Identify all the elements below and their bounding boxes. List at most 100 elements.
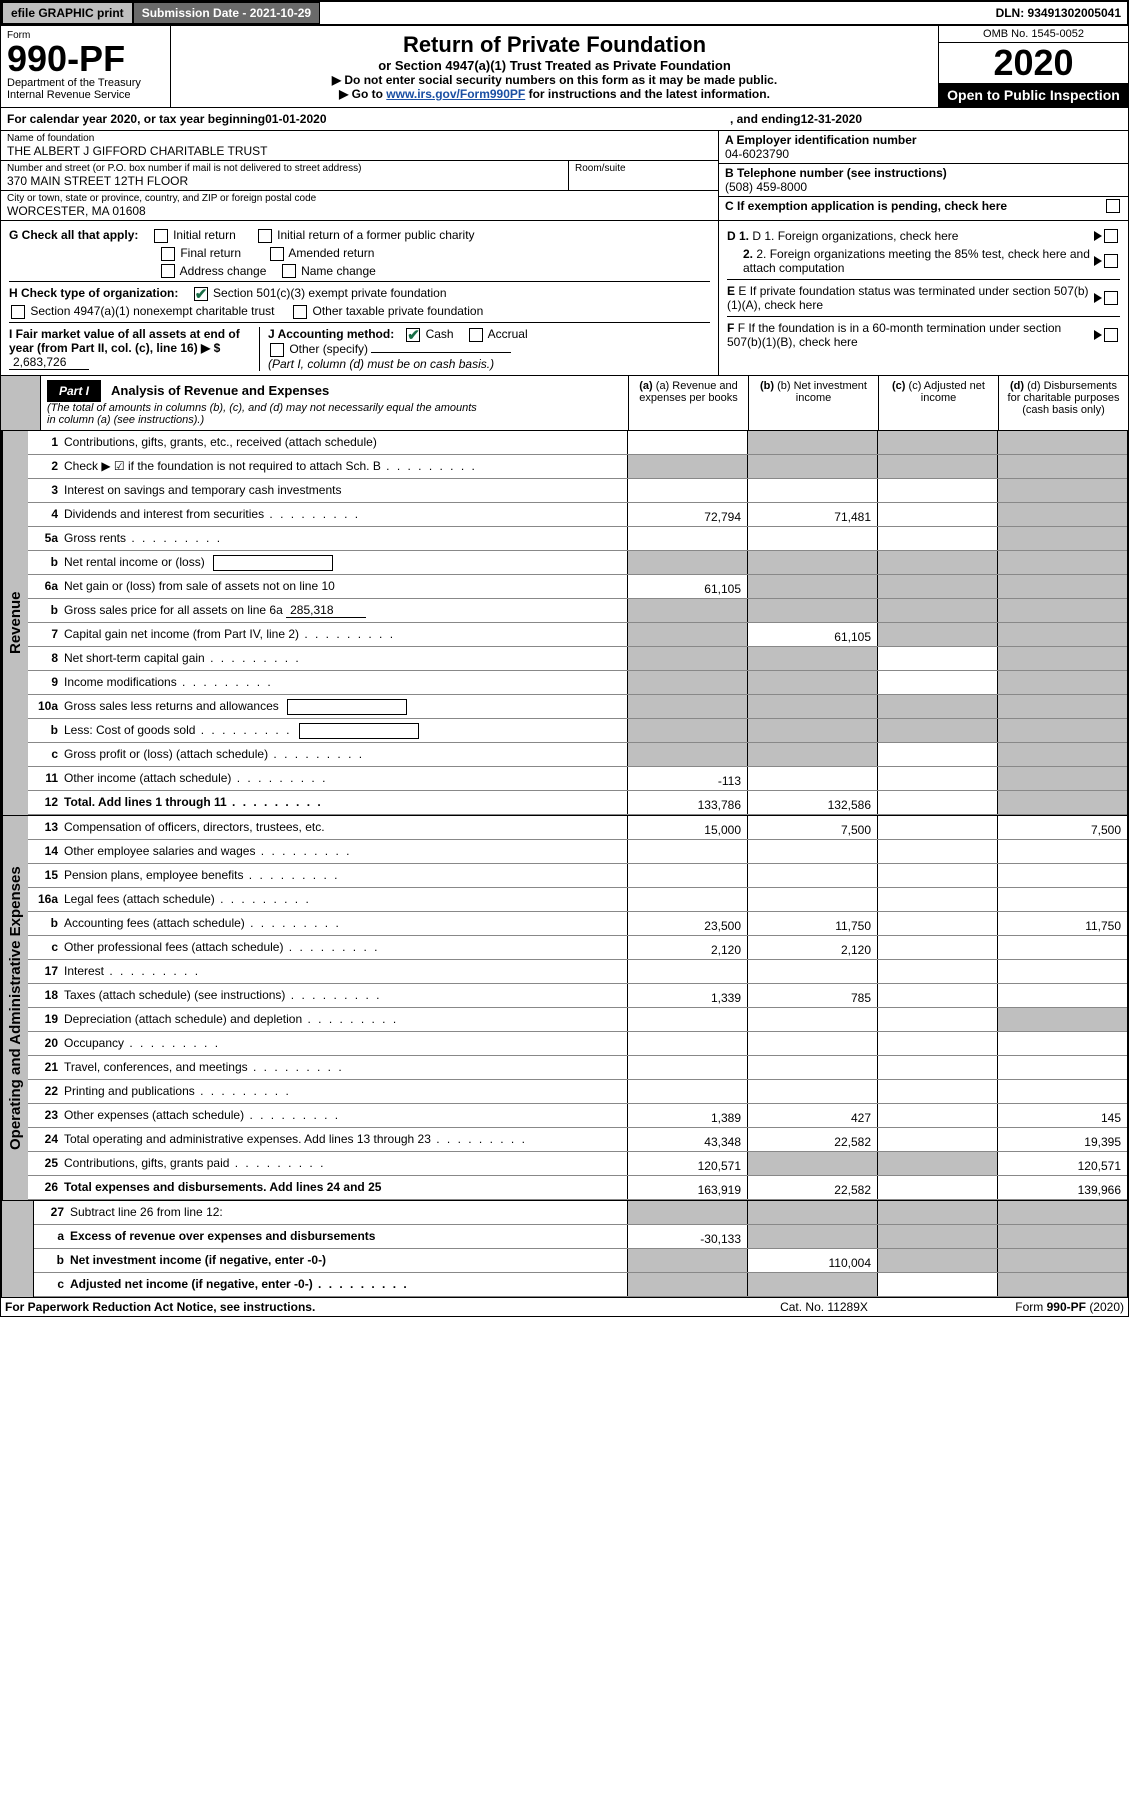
line-label: Gross sales less returns and allowances — [64, 695, 627, 718]
f-checkbox[interactable] — [1104, 328, 1118, 342]
table-row: 18Taxes (attach schedule) (see instructi… — [28, 984, 1127, 1008]
title-sub: or Section 4947(a)(1) Trust Treated as P… — [179, 58, 930, 73]
line-label: Dividends and interest from securities .… — [64, 503, 627, 526]
inline-input-box[interactable] — [287, 699, 407, 715]
line-label: Total operating and administrative expen… — [64, 1128, 627, 1151]
grid-cell: 23,500 — [627, 912, 747, 935]
dept-2: Internal Revenue Service — [7, 89, 164, 101]
grid-cell — [747, 1201, 877, 1224]
grid-cell — [997, 1249, 1127, 1272]
form-instructions-link[interactable]: www.irs.gov/Form990PF — [386, 87, 525, 101]
g-line: G Check all that apply: Initial return I… — [9, 228, 710, 243]
d2-checkbox[interactable] — [1104, 254, 1118, 268]
table-row: 4Dividends and interest from securities … — [28, 503, 1127, 527]
grid-cell — [747, 1080, 877, 1103]
inline-input-box[interactable] — [213, 555, 333, 571]
line-number: 11 — [28, 767, 64, 790]
line-number: c — [34, 1273, 70, 1296]
grid-cell — [627, 960, 747, 983]
efile-print-button[interactable]: efile GRAPHIC print — [2, 2, 133, 24]
revenue-label: Revenue — [2, 431, 28, 815]
line-number: c — [28, 743, 64, 766]
grid-cell — [997, 623, 1127, 646]
grid-cell — [997, 695, 1127, 718]
grid-cell — [747, 455, 877, 478]
table-row: 5aGross rents . . . . . . . . . — [28, 527, 1127, 551]
g-opt-address-change[interactable] — [161, 264, 175, 278]
grid-cell — [997, 575, 1127, 598]
line-label: Accounting fees (attach schedule) . . . … — [64, 912, 627, 935]
footer-right-pre: Form — [1015, 1300, 1046, 1314]
inline-input-box[interactable] — [299, 723, 419, 739]
j-cash-checkbox[interactable] — [406, 328, 420, 342]
topbar: efile GRAPHIC print Submission Date - 20… — [0, 0, 1129, 26]
grid-cell: -113 — [627, 767, 747, 790]
line-number: 26 — [28, 1176, 64, 1199]
line-label: Contributions, gifts, grants, etc., rece… — [64, 431, 627, 454]
grid-cell — [747, 599, 877, 622]
j-label: J Accounting method: — [268, 327, 394, 341]
table-row: bLess: Cost of goods sold . . . . . . . … — [28, 719, 1127, 743]
foundation-name-label: Name of foundation — [7, 133, 712, 144]
c-exemption-checkbox[interactable] — [1106, 199, 1120, 213]
grid-cell — [997, 1201, 1127, 1224]
h-501c3-checkbox[interactable] — [194, 287, 208, 301]
j-accrual-checkbox[interactable] — [469, 328, 483, 342]
cal-mid: , and ending — [730, 112, 801, 126]
grid-cell — [627, 671, 747, 694]
j-other-label: Other (specify) — [289, 342, 368, 356]
line-label: Interest . . . . . . . . . — [64, 960, 627, 983]
grid-cell — [877, 623, 997, 646]
grid-cell — [997, 1056, 1127, 1079]
line-label: Net short-term capital gain . . . . . . … — [64, 647, 627, 670]
table-row: 9Income modifications . . . . . . . . . — [28, 671, 1127, 695]
form-header: Form 990-PF Department of the Treasury I… — [0, 26, 1129, 108]
grid-cell — [747, 743, 877, 766]
h-opt-2: Section 4947(a)(1) nonexempt charitable … — [30, 304, 274, 318]
expenses-label: Operating and Administrative Expenses — [2, 816, 28, 1200]
grid-cell — [747, 864, 877, 887]
cal-pre: For calendar year 2020, or tax year begi… — [7, 112, 265, 126]
grid-cell — [997, 743, 1127, 766]
grid-cell: 133,786 — [627, 791, 747, 814]
grid-cell — [747, 647, 877, 670]
grid-cell — [997, 791, 1127, 814]
e-checkbox[interactable] — [1104, 291, 1118, 305]
grid-cell — [747, 479, 877, 502]
g-opt-initial-return-public[interactable] — [258, 229, 272, 243]
phone-label: B Telephone number (see instructions) — [725, 166, 1122, 180]
j-other-checkbox[interactable] — [270, 343, 284, 357]
open-inspection-badge: Open to Public Inspection — [939, 83, 1128, 107]
d1-checkbox[interactable] — [1104, 229, 1118, 243]
arrow-right-icon — [1094, 231, 1102, 241]
h-label: H Check type of organization: — [9, 286, 178, 300]
table-row: 12Total. Add lines 1 through 11 . . . . … — [28, 791, 1127, 815]
grid-cell — [877, 1273, 997, 1296]
grid-cell — [627, 1201, 747, 1224]
table-row: 11Other income (attach schedule) . . . .… — [28, 767, 1127, 791]
line-number: 5a — [28, 527, 64, 550]
i-fmv-value: 2,683,726 — [9, 355, 89, 370]
line-number: 9 — [28, 671, 64, 694]
line-number: 2 — [28, 455, 64, 478]
title-main: Return of Private Foundation — [179, 32, 930, 58]
grid-cell: 785 — [747, 984, 877, 1007]
table-row: 10aGross sales less returns and allowanc… — [28, 695, 1127, 719]
grid-cell: 22,582 — [747, 1128, 877, 1151]
table-row: 3Interest on savings and temporary cash … — [28, 479, 1127, 503]
g-opt-amended[interactable] — [270, 247, 284, 261]
g-opt-initial-return[interactable] — [154, 229, 168, 243]
line-number: 6a — [28, 575, 64, 598]
line-number: 21 — [28, 1056, 64, 1079]
grid-cell — [627, 455, 747, 478]
grid-cell: 2,120 — [627, 936, 747, 959]
grid-cell: 7,500 — [997, 816, 1127, 839]
grid-cell — [747, 527, 877, 550]
h-4947-checkbox[interactable] — [11, 305, 25, 319]
g-opt-final-return[interactable] — [161, 247, 175, 261]
h-other-checkbox[interactable] — [293, 305, 307, 319]
g-opt-name-change[interactable] — [282, 264, 296, 278]
line-number: 3 — [28, 479, 64, 502]
grid-cell: 427 — [747, 1104, 877, 1127]
grid-cell — [747, 1225, 877, 1248]
